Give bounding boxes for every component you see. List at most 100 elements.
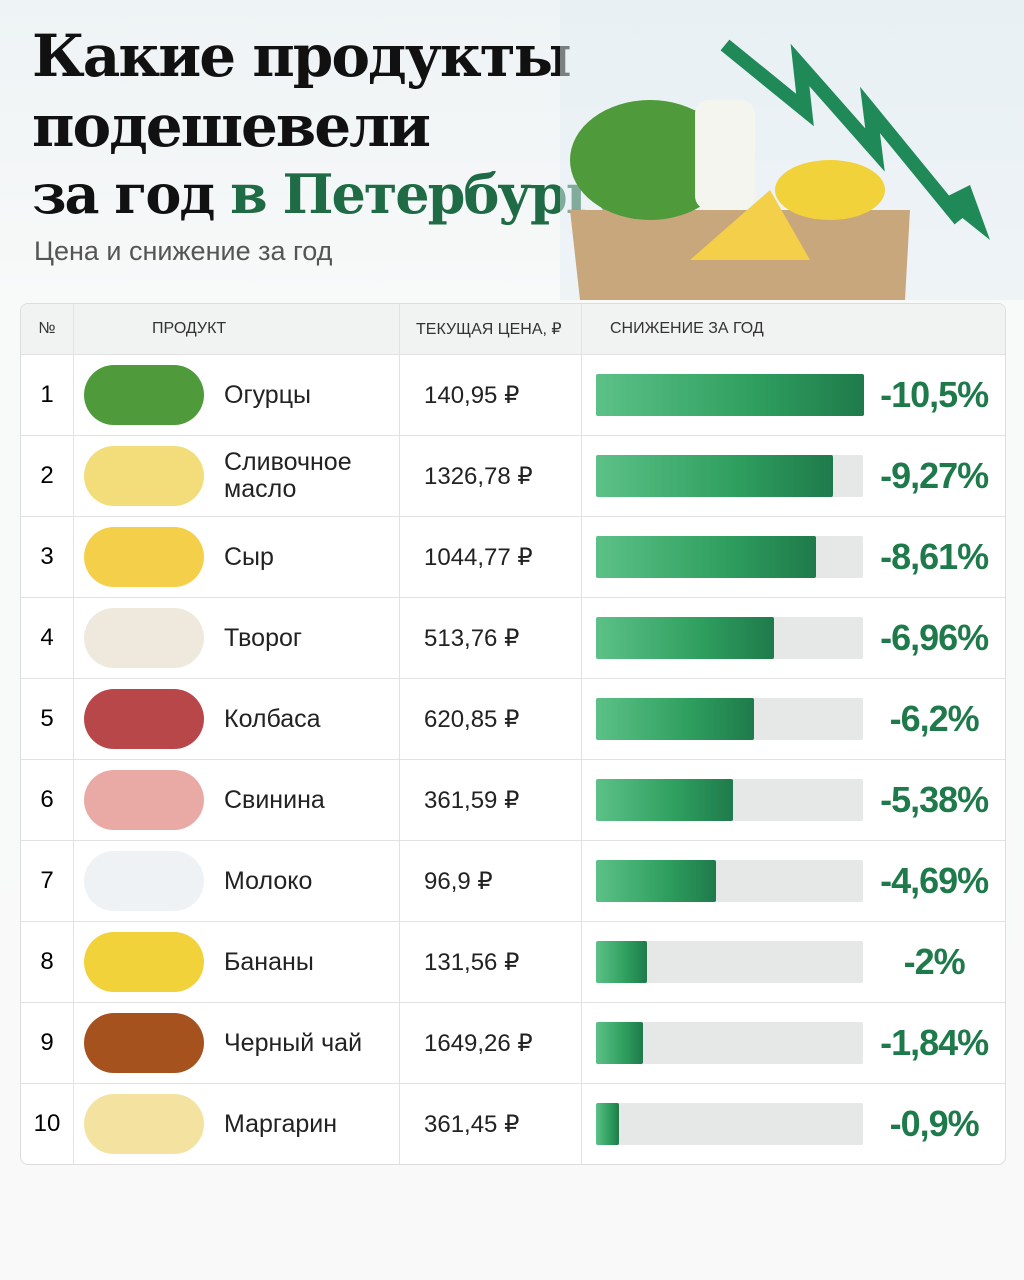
bar-track — [596, 1103, 864, 1145]
decline-cell: -4,69% — [581, 841, 1005, 921]
value-label: -5,38% — [880, 779, 989, 820]
bar-track — [596, 698, 864, 740]
value-label: -10,5% — [880, 374, 989, 415]
product-cell: Свинина — [73, 760, 399, 840]
bar — [596, 860, 716, 902]
arrow-head — [940, 185, 990, 240]
product-name: Сливочное масло — [224, 448, 352, 503]
product-cell: Сливочное масло — [73, 436, 399, 516]
decline-cell: -6,2% — [581, 679, 1005, 759]
bar — [596, 374, 864, 416]
bar — [596, 536, 816, 578]
product-name: Сыр — [224, 542, 274, 571]
price-cell: 96,9 ₽ — [399, 841, 581, 921]
value-label: -0,9% — [889, 1103, 980, 1144]
table-row: 3 Сыр 1044,77 ₽ -8,61% — [21, 516, 1005, 597]
bar-track — [596, 374, 864, 416]
product-name: Колбаса — [224, 704, 321, 733]
price: 140,95 ₽ — [424, 381, 520, 409]
row-number: 8 — [40, 948, 54, 975]
product-name: Огурцы — [224, 380, 311, 409]
product-cell: Сыр — [73, 517, 399, 597]
bar-track — [596, 455, 864, 497]
decline-cell: -10,5% — [581, 355, 1005, 435]
table-row: 7 Молоко 96,9 ₽ -4,69% — [21, 840, 1005, 921]
table-row: 5 Колбаса 620,85 ₽ -6,2% — [21, 678, 1005, 759]
table-row: 10 Маргарин 361,45 ₽ -0,9% — [21, 1083, 1005, 1164]
value-label: -8,61% — [880, 536, 989, 577]
product-cell: Молоко — [73, 841, 399, 921]
price-cell: 1326,78 ₽ — [399, 436, 581, 516]
cheese — [690, 190, 810, 260]
decline-cell: -2% — [581, 922, 1005, 1002]
price-cell: 361,59 ₽ — [399, 760, 581, 840]
decline-cell: -5,38% — [581, 760, 1005, 840]
price-cell: 513,76 ₽ — [399, 598, 581, 678]
title-part: за год — [32, 162, 215, 226]
table-row: 1 Огурцы 140,95 ₽ -10,5% — [21, 354, 1005, 435]
product-cell: Огурцы — [73, 355, 399, 435]
price-cell: 620,85 ₽ — [399, 679, 581, 759]
bar-track — [596, 617, 864, 659]
table-row: 2 Сливочное масло 1326,78 ₽ -9,27% — [21, 435, 1005, 516]
row-number: 6 — [40, 786, 54, 813]
price: 1044,77 ₽ — [424, 543, 533, 571]
product-icon — [84, 608, 204, 668]
product-icon — [84, 527, 204, 587]
product-cell: Маргарин — [73, 1084, 399, 1164]
bar — [596, 1022, 643, 1064]
row-number: 1 — [40, 381, 54, 408]
title-line: подешевели — [32, 92, 431, 160]
value-label: -6,96% — [880, 617, 989, 658]
table: № ПРОДУКТ ТЕКУЩАЯ ЦЕНА, ₽ СНИЖЕНИЕ ЗА ГО… — [20, 303, 1006, 1165]
product-name: Маргарин — [224, 1109, 338, 1138]
table-row: 4 Творог 513,76 ₽ -6,96% — [21, 597, 1005, 678]
title-line: за год в Петербурге — [32, 162, 631, 226]
bar-track — [596, 536, 864, 578]
price-cell: 131,56 ₽ — [399, 922, 581, 1002]
down-arrow — [720, 39, 966, 225]
decline-cell: -1,84% — [581, 1003, 1005, 1083]
product-name: Творог — [224, 623, 303, 652]
price: 361,59 ₽ — [424, 786, 520, 814]
bar — [596, 1103, 619, 1145]
bar — [596, 941, 648, 983]
table-row: 8 Бананы 131,56 ₽ -2% — [21, 921, 1005, 1002]
product-icon — [84, 770, 204, 830]
value-label: -6,2% — [889, 698, 980, 739]
bar — [596, 698, 755, 740]
product-cell: Черный чай — [73, 1003, 399, 1083]
greens — [570, 100, 730, 220]
title-line: Какие продукты — [32, 22, 572, 90]
product-name: Свинина — [224, 785, 325, 814]
bar — [596, 455, 833, 497]
decline-cell: -6,96% — [581, 598, 1005, 678]
value-label: -1,84% — [880, 1022, 989, 1063]
row-number: 3 — [40, 543, 54, 570]
bar-track — [596, 860, 864, 902]
price: 513,76 ₽ — [424, 624, 520, 652]
decline-cell: -8,61% — [581, 517, 1005, 597]
product-cell: Колбаса — [73, 679, 399, 759]
price: 1326,78 ₽ — [424, 462, 533, 490]
milk-bottle — [695, 100, 755, 210]
value-label: -9,27% — [880, 455, 989, 496]
product-icon — [84, 1013, 204, 1073]
row-number: 4 — [40, 624, 54, 651]
table-row: 9 Черный чай 1649,26 ₽ -1,84% — [21, 1002, 1005, 1083]
bar — [596, 617, 774, 659]
row-number: 2 — [40, 462, 54, 489]
price: 361,45 ₽ — [424, 1110, 520, 1138]
value-label: -4,69% — [880, 860, 989, 901]
price: 131,56 ₽ — [424, 948, 520, 976]
price-cell: 1649,26 ₽ — [399, 1003, 581, 1083]
bar-track — [596, 1022, 864, 1064]
header-row: № ПРОДУКТ ТЕКУЩАЯ ЦЕНА, ₽ СНИЖЕНИЕ ЗА ГО… — [21, 304, 1005, 354]
column-header: № — [38, 320, 56, 337]
row-number: 9 — [40, 1029, 54, 1056]
row-number: 5 — [40, 705, 54, 732]
price-cell: 361,45 ₽ — [399, 1084, 581, 1164]
bar — [596, 779, 734, 821]
bar-track — [596, 779, 864, 821]
